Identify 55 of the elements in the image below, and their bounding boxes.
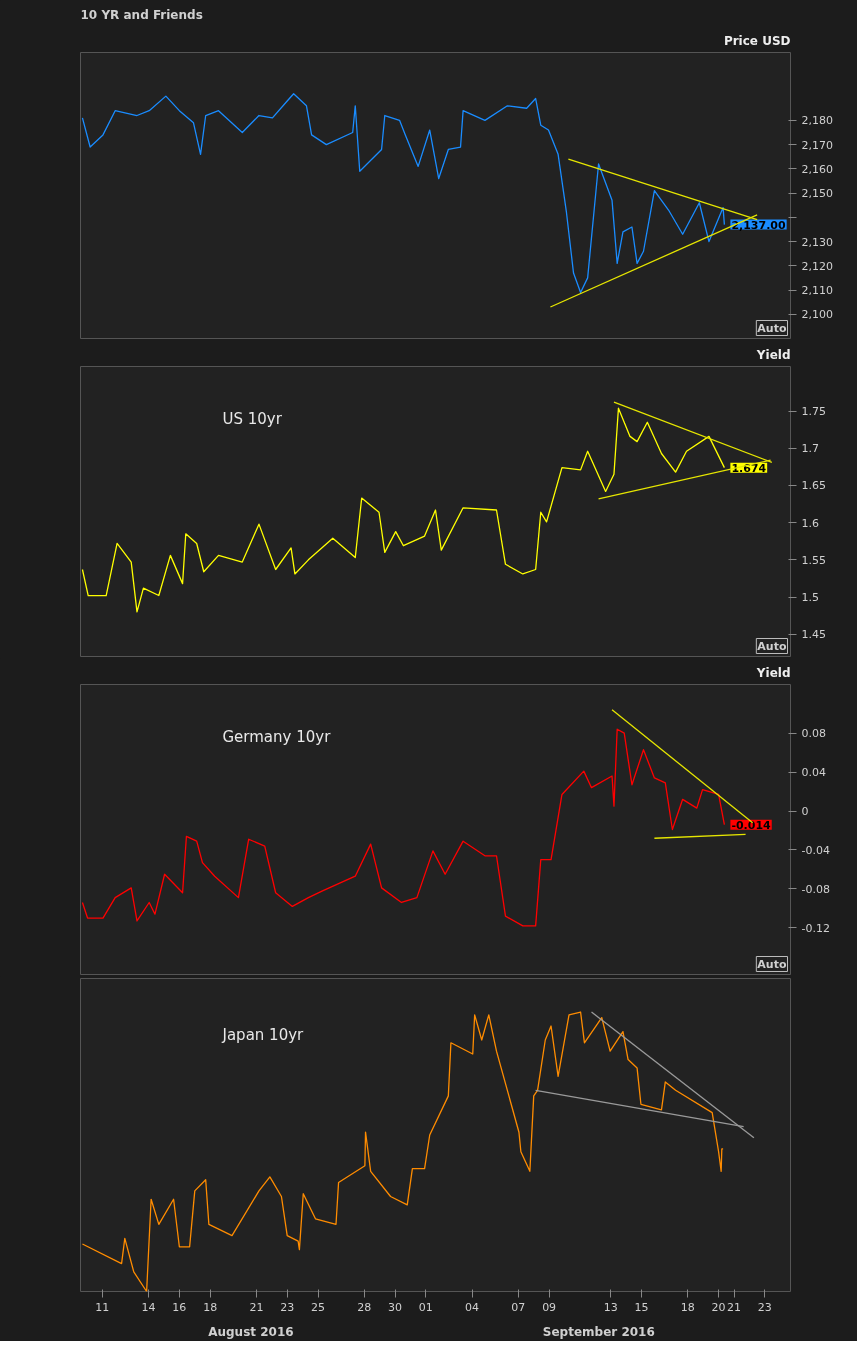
x-tick-label: 23 [280, 1300, 295, 1314]
text: September 2016 [542, 1324, 655, 1339]
y-tick-label: 1.65 [801, 479, 826, 493]
x-tick-label: 21 [249, 1300, 264, 1314]
y-tick-label: 2,150 [801, 187, 833, 201]
y-tick-label: 0.08 [801, 727, 826, 741]
x-tick-label: 16 [172, 1300, 187, 1314]
y-tick-label: 0 [801, 805, 809, 819]
y-tick-label: 1.7 [801, 442, 819, 456]
y-tick-label: 1.45 [801, 628, 826, 642]
annotation: Auto [757, 321, 787, 335]
y-tick-label: 2,130 [801, 235, 833, 249]
x-tick-label: 09 [542, 1300, 557, 1314]
y-axis-title: Yield [755, 347, 791, 362]
x-tick-label: 28 [357, 1300, 372, 1314]
x-tick-label: 23 [757, 1300, 772, 1314]
y-tick-label: 1.6 [801, 516, 819, 530]
annotation: -0.014 [731, 818, 772, 832]
x-tick-label: 21 [727, 1300, 742, 1314]
y-axis-title: Price USD [723, 33, 791, 48]
y-tick-label: 2,110 [801, 284, 833, 298]
y-tick-label: 2,170 [801, 138, 833, 152]
y-axis-title: Yield [755, 665, 791, 680]
annotation: Auto [757, 957, 787, 971]
x-tick-label: 30 [388, 1300, 403, 1314]
x-tick-label: 20 [711, 1300, 726, 1314]
x-tick-label: 13 [603, 1300, 618, 1314]
x-tick-label: 04 [465, 1300, 480, 1314]
text: Germany 10yr [222, 727, 332, 746]
annotation: 2,137.00 [731, 218, 787, 232]
y-tick-label: 0.04 [801, 766, 826, 780]
x-tick-label: 11 [95, 1300, 110, 1314]
text: Japan 10yr [221, 1025, 305, 1044]
y-tick-label: 1.55 [801, 553, 826, 567]
y-tick-label: 2,120 [801, 259, 833, 273]
y-tick-label: 2,100 [801, 308, 833, 322]
x-tick-label: 25 [311, 1300, 326, 1314]
y-tick-label: -0.08 [801, 882, 830, 896]
text: US 10yr [222, 409, 283, 428]
y-tick-label: 1.75 [801, 405, 826, 419]
y-tick-label: -0.12 [801, 921, 830, 935]
x-tick-label: 15 [634, 1300, 649, 1314]
x-tick-label: 07 [511, 1300, 526, 1314]
y-tick-label: 2,160 [801, 162, 833, 176]
y-tick-label: 1.5 [801, 591, 819, 605]
annotation: Auto [757, 639, 787, 653]
annotation: 1.674 [731, 461, 767, 475]
x-tick-label: 18 [203, 1300, 218, 1314]
y-tick-label: 2,180 [801, 114, 833, 128]
x-tick-label: 01 [418, 1300, 433, 1314]
x-tick-label: 14 [141, 1300, 156, 1314]
chart-title: 10 YR and Friends [80, 7, 203, 22]
x-tick-label: 18 [680, 1300, 695, 1314]
text: August 2016 [208, 1324, 294, 1339]
y-tick-label: -0.04 [801, 843, 830, 857]
